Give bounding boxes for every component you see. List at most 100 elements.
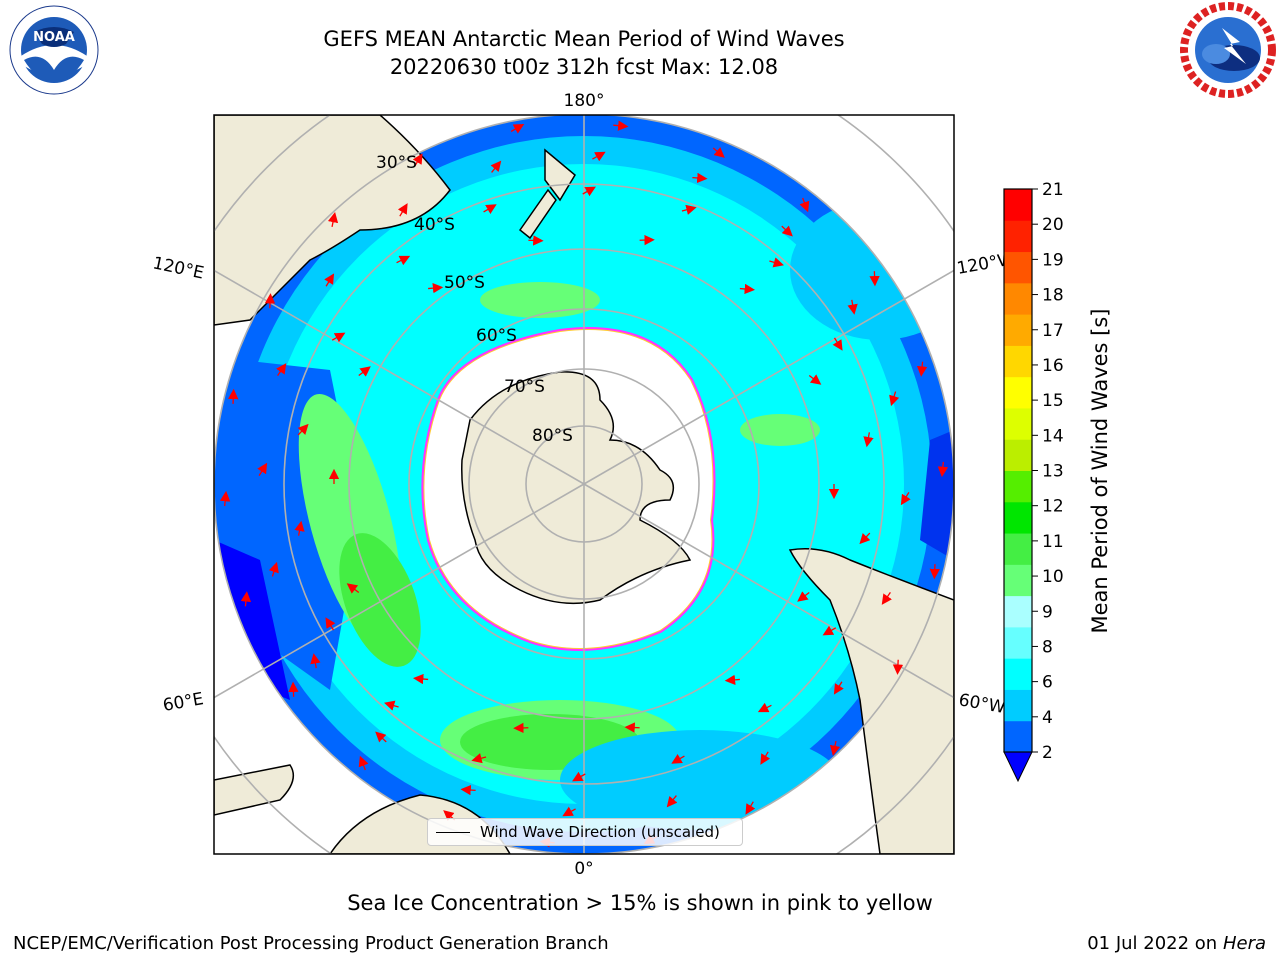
wave-direction-arrow: [268, 561, 279, 577]
wave-period-field: [214, 115, 954, 854]
wave-direction-arrow: [240, 591, 252, 607]
footer-machine: Hera: [1222, 933, 1266, 954]
wave-direction-arrow: [833, 681, 844, 695]
new-zealand: [544, 148, 576, 202]
nws-logo-icon: [1180, 2, 1276, 98]
wave-direction-arrow: [324, 273, 335, 287]
wave-direction-arrow: [327, 211, 339, 227]
wave-direction-arrow: [310, 653, 321, 669]
wave-direction-arrow: [325, 617, 336, 631]
wave-direction-arrow: [671, 753, 685, 764]
wave-direction-arrow: [937, 461, 949, 478]
legend-line-icon: [436, 831, 470, 833]
wave-direction-arrow: [712, 147, 725, 158]
lat-label-70s: 70°S: [504, 377, 545, 397]
chart-title: GEFS MEAN Antarctic Mean Period of Wind …: [323, 27, 845, 51]
wave-direction-arrow: [510, 123, 525, 134]
colorbar-segment: [1004, 439, 1032, 471]
wave-direction-arrow: [297, 423, 309, 436]
wave-direction-arrow: [257, 462, 268, 476]
colorbar-segment: [1004, 533, 1032, 565]
colorbar-segment: [1004, 220, 1032, 253]
wave-direction-arrow: [412, 153, 423, 167]
map-frame: [213, 114, 955, 855]
wave-direction-arrow: [781, 225, 793, 237]
chart-subtitle: 20220630 t00z 312h fcst Max: 12.08: [389, 55, 779, 79]
colorbar: 2 4 6 8 9 10 11 12 13 14 15 16 17 18 19 20 21 Mean Perio…: [1003, 180, 1112, 783]
wave-direction-arrow: [859, 532, 871, 545]
wave-direction-arrow: [900, 492, 911, 506]
wave-direction-arrow: [397, 203, 408, 217]
wave-direction-arrow: [483, 204, 497, 215]
wave-direction-arrow: [276, 363, 287, 376]
wave-direction-arrow: [562, 806, 576, 817]
colorbar-segment: [1004, 689, 1032, 722]
wave-direction-arrow: [219, 490, 231, 507]
colorbar-segment: [1004, 251, 1032, 284]
colorbar-tick-label: 6: [1042, 673, 1053, 693]
wave-direction-arrow: [847, 299, 858, 315]
wave-direction-arrow: [358, 366, 371, 377]
colorbar-tick-label: 18: [1042, 286, 1064, 306]
colorbar-segment: [1004, 501, 1032, 534]
longitude-grid: [214, 115, 954, 854]
noaa-logo-icon: NOAA: [9, 5, 99, 95]
wave-direction-arrow: [724, 674, 740, 686]
wave-direction-arrow: [829, 741, 841, 757]
colorbar-segment: [1004, 470, 1032, 503]
antarctica: [461, 371, 692, 605]
colorbar-tick-label: 15: [1042, 391, 1064, 411]
wave-direction-arrow: [572, 771, 586, 782]
wave-direction-arrow: [582, 186, 596, 197]
colorbar-tick-label: 21: [1042, 180, 1064, 200]
wave-direction-arrow: [808, 374, 822, 385]
wave-direction-arrow: [799, 197, 810, 213]
colorbar-tick-label: 4: [1042, 708, 1053, 728]
caption: Sea Ice Concentration > 15% is shown in …: [347, 891, 933, 915]
wave-direction-arrow: [881, 592, 892, 605]
colorbar-segment: [1004, 345, 1032, 378]
wave-direction-arrow: [692, 172, 708, 184]
colorbar-segment: [1004, 314, 1032, 346]
lon-label-0: 0°: [574, 859, 593, 879]
colorbar-segments: [1004, 189, 1032, 753]
lon-label-120e: 120°E: [151, 253, 206, 283]
wave-direction-arrow: [613, 120, 629, 131]
footer-credit: NCEP/EMC/Verification Post Processing Pr…: [13, 933, 609, 954]
wave-direction-arrow: [760, 751, 771, 765]
colorbar-segment: [1004, 626, 1032, 659]
lat-label-60s: 60°S: [476, 326, 517, 346]
wave-direction-arrow: [396, 255, 411, 266]
wave-direction-arrow: [666, 795, 678, 808]
footer-date-text: 01 Jul 2022 on: [1087, 933, 1223, 954]
south-america: [788, 548, 954, 854]
svg-text:NOAA: NOAA: [33, 30, 75, 45]
lon-label-180: 180°: [564, 91, 605, 111]
lat-label-80s: 80°S: [532, 426, 573, 446]
lon-label-60e: 60°E: [161, 689, 205, 716]
lat-label-50s: 50°S: [444, 273, 485, 293]
wave-direction-arrow: [490, 160, 502, 173]
map-legend: Wind Wave Direction (unscaled): [427, 818, 743, 846]
colorbar-tick-label: 17: [1042, 321, 1064, 341]
colorbar-segment: [1004, 376, 1032, 409]
wave-direction-arrow: [471, 753, 487, 764]
colorbar-tick-label: 8: [1042, 637, 1053, 657]
colorbar-tick-label: 2: [1042, 743, 1053, 763]
colorbar-extend-triangle: [1003, 751, 1033, 783]
wave-direction-arrow: [889, 391, 900, 407]
wave-direction-arrow: [412, 673, 429, 685]
colorbar-tick-label: 11: [1042, 532, 1064, 552]
colorbar-tick-label: 9: [1042, 602, 1053, 622]
lat-label-40s: 40°S: [414, 215, 455, 235]
colorbar-segment: [1004, 658, 1032, 690]
wave-direction-arrow: [745, 801, 756, 815]
footer-date: 01 Jul 2022 on Hera: [1087, 933, 1266, 954]
wave-direction-arrow: [428, 282, 444, 294]
wave-direction-arrow: [863, 432, 874, 448]
wave-direction-arrow: [375, 731, 387, 743]
lat-label-30s: 30°S: [376, 153, 417, 173]
colorbar-segment: [1004, 282, 1032, 315]
colorbar-tick-label: 10: [1042, 567, 1064, 587]
